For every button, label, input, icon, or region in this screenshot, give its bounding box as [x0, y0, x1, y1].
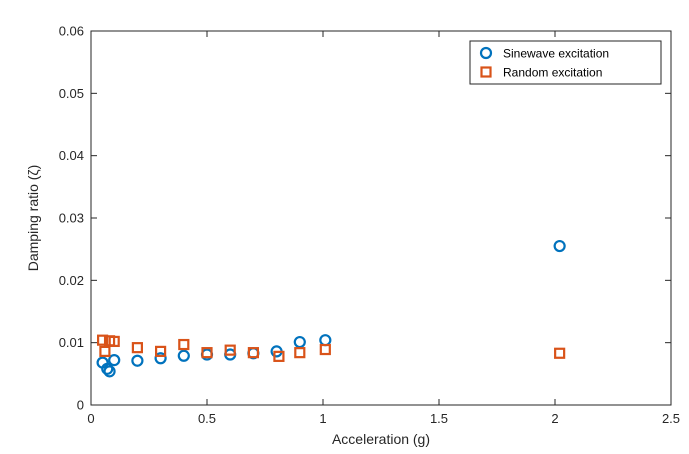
data-point-square [554, 347, 566, 359]
data-point-square [273, 350, 285, 362]
data-point-square [201, 347, 213, 359]
y-axis-label: Damping ratio (ζ) [25, 165, 41, 272]
x-tick-label: 0 [87, 411, 94, 426]
x-tick-label: 2.5 [662, 411, 680, 426]
y-tick-label: 0.02 [59, 273, 84, 288]
x-tick-label: 1.5 [430, 411, 448, 426]
data-point-circle [154, 352, 167, 365]
data-markers [96, 239, 566, 378]
legend-items: Sinewave excitation Random excitation [479, 46, 609, 79]
legend-entry-label: Random excitation [503, 65, 602, 79]
y-tick-label: 0.05 [59, 86, 84, 101]
legend-marker [479, 46, 493, 60]
y-tick-label: 0.04 [59, 148, 84, 163]
y-tick-label: 0 [77, 398, 84, 413]
x-tick-label: 2 [551, 411, 558, 426]
data-point-square [178, 338, 190, 351]
tick-labels: 0 0.5 1 1.5 2 2.5 0 0.01 0.02 0.03 0.04 0.05 0.06 [59, 24, 680, 427]
legend-box [469, 40, 662, 85]
data-point-square [247, 347, 259, 359]
data-point-square [131, 342, 143, 354]
plot-area [91, 31, 671, 405]
x-tick-label: 0.5 [198, 411, 216, 426]
legend: Sinewave excitation Random excitation [469, 40, 662, 85]
legend-marker [480, 66, 492, 78]
data-point-square [294, 347, 306, 359]
x-axis-label: Acceleration (g) [332, 431, 430, 447]
data-point-circle [553, 239, 566, 253]
data-point-square [319, 343, 331, 356]
y-tick-label: 0.01 [59, 335, 84, 350]
data-point-circle [103, 365, 116, 378]
legend-entry-label: Sinewave excitation [503, 46, 609, 60]
y-tick-label: 0.03 [59, 211, 84, 226]
series-square [96, 334, 566, 362]
x-tick-label: 1 [319, 411, 326, 426]
data-point-circle [108, 354, 121, 367]
data-point-circle [177, 349, 190, 362]
y-tick-label: 0.06 [59, 24, 84, 39]
data-point-square [155, 345, 167, 357]
axes-box [90, 30, 672, 406]
data-point-square [224, 344, 236, 356]
data-point-circle [131, 354, 144, 367]
data-point-circle [101, 362, 114, 375]
data-point-square [108, 335, 120, 348]
data-point-square [99, 345, 111, 357]
data-point-square [96, 334, 109, 346]
